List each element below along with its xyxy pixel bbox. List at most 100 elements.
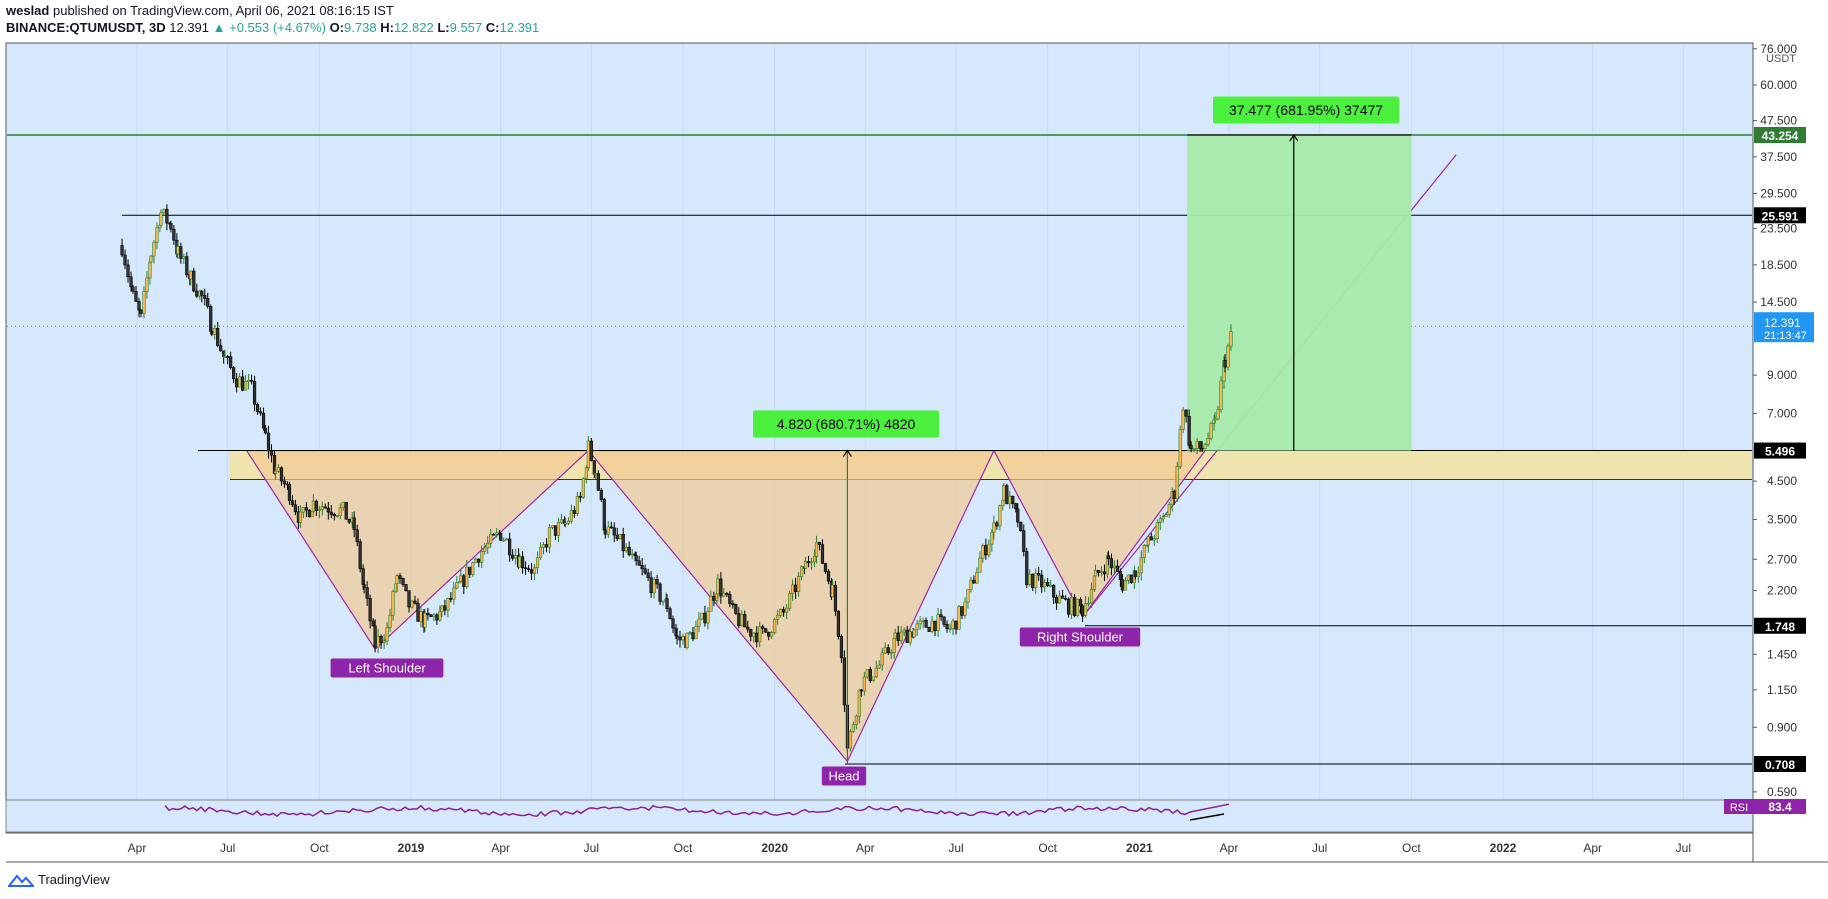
candle[interactable]	[942, 616, 946, 628]
candle[interactable]	[189, 270, 193, 286]
candle[interactable]	[126, 259, 130, 283]
candle[interactable]	[162, 208, 166, 216]
candle[interactable]	[681, 633, 685, 645]
candle[interactable]	[244, 374, 248, 391]
candle[interactable]	[131, 285, 135, 295]
candle[interactable]	[520, 550, 525, 574]
candle[interactable]	[921, 617, 925, 629]
candle[interactable]	[477, 558, 481, 568]
candle[interactable]	[413, 595, 417, 605]
tradingview-logo-icon[interactable]	[8, 873, 34, 887]
candle[interactable]	[1209, 421, 1213, 441]
candle[interactable]	[298, 505, 303, 528]
candle[interactable]	[1080, 604, 1085, 622]
candle[interactable]	[995, 520, 999, 530]
candle[interactable]	[541, 542, 546, 555]
candle[interactable]	[685, 632, 689, 650]
candle[interactable]	[120, 238, 124, 258]
candle[interactable]	[734, 603, 738, 615]
candle[interactable]	[311, 494, 315, 514]
candle[interactable]	[1203, 442, 1207, 450]
candle[interactable]	[1089, 582, 1094, 608]
candle[interactable]	[182, 253, 186, 264]
right-shoulder-label-box[interactable]	[1019, 627, 1141, 647]
candle[interactable]	[758, 621, 762, 648]
candle[interactable]	[255, 402, 260, 415]
candle[interactable]	[658, 582, 662, 605]
candle[interactable]	[1226, 343, 1230, 371]
candle[interactable]	[634, 551, 638, 566]
candle[interactable]	[706, 607, 710, 630]
candle[interactable]	[796, 572, 801, 597]
candle[interactable]	[195, 283, 199, 298]
candle[interactable]	[332, 512, 336, 521]
candle[interactable]	[596, 470, 600, 491]
candle[interactable]	[1216, 405, 1220, 421]
candle[interactable]	[1049, 579, 1053, 588]
left-shoulder-label-box[interactable]	[330, 658, 444, 678]
candle[interactable]	[915, 619, 919, 636]
candle[interactable]	[902, 627, 906, 637]
candle[interactable]	[572, 505, 576, 518]
candle[interactable]	[263, 424, 268, 435]
candle[interactable]	[948, 623, 952, 633]
candle[interactable]	[886, 644, 890, 655]
candle[interactable]	[1112, 560, 1117, 575]
candle[interactable]	[1037, 566, 1041, 581]
candle[interactable]	[435, 613, 439, 625]
candle[interactable]	[779, 608, 783, 618]
candle[interactable]	[652, 576, 656, 599]
candle[interactable]	[368, 594, 372, 629]
candle[interactable]	[344, 501, 348, 520]
candle[interactable]	[731, 600, 735, 609]
candle[interactable]	[998, 504, 1002, 531]
candle[interactable]	[301, 507, 305, 519]
candle[interactable]	[1055, 594, 1059, 610]
measure-label-head-box[interactable]	[753, 410, 939, 438]
candle[interactable]	[927, 626, 931, 632]
candle[interactable]	[675, 629, 679, 645]
candle[interactable]	[966, 589, 970, 609]
candle[interactable]	[511, 549, 515, 561]
candle[interactable]	[320, 501, 324, 516]
candle[interactable]	[145, 271, 149, 299]
candle[interactable]	[688, 630, 692, 636]
candle[interactable]	[1229, 324, 1233, 351]
candle[interactable]	[716, 573, 720, 599]
candle[interactable]	[1161, 513, 1165, 523]
candle[interactable]	[671, 615, 675, 633]
candle[interactable]	[1187, 409, 1191, 449]
candle[interactable]	[889, 649, 893, 659]
candle[interactable]	[569, 504, 574, 524]
candle[interactable]	[678, 630, 682, 648]
candle[interactable]	[176, 241, 180, 259]
candle[interactable]	[483, 542, 487, 555]
candle[interactable]	[314, 499, 318, 516]
candle[interactable]	[241, 369, 245, 392]
candle[interactable]	[379, 634, 383, 649]
candle[interactable]	[1158, 515, 1162, 531]
candle[interactable]	[1096, 569, 1101, 577]
candle[interactable]	[836, 610, 841, 640]
candle[interactable]	[538, 542, 543, 560]
candle[interactable]	[1164, 512, 1168, 517]
candle[interactable]	[1102, 564, 1107, 582]
candle[interactable]	[755, 626, 759, 648]
candle[interactable]	[329, 505, 333, 519]
candle[interactable]	[1167, 501, 1171, 518]
candle[interactable]	[223, 349, 227, 358]
candle[interactable]	[586, 436, 590, 471]
candle[interactable]	[963, 597, 967, 619]
candle[interactable]	[465, 559, 469, 589]
candle[interactable]	[566, 517, 571, 526]
candle[interactable]	[908, 628, 912, 646]
candle[interactable]	[1120, 574, 1124, 593]
candle[interactable]	[206, 292, 210, 309]
candle[interactable]	[1014, 502, 1018, 513]
candle[interactable]	[814, 535, 819, 564]
candle[interactable]	[216, 321, 220, 348]
candle[interactable]	[229, 351, 233, 370]
candle[interactable]	[606, 521, 610, 538]
candle[interactable]	[293, 499, 298, 516]
candle[interactable]	[219, 338, 223, 352]
